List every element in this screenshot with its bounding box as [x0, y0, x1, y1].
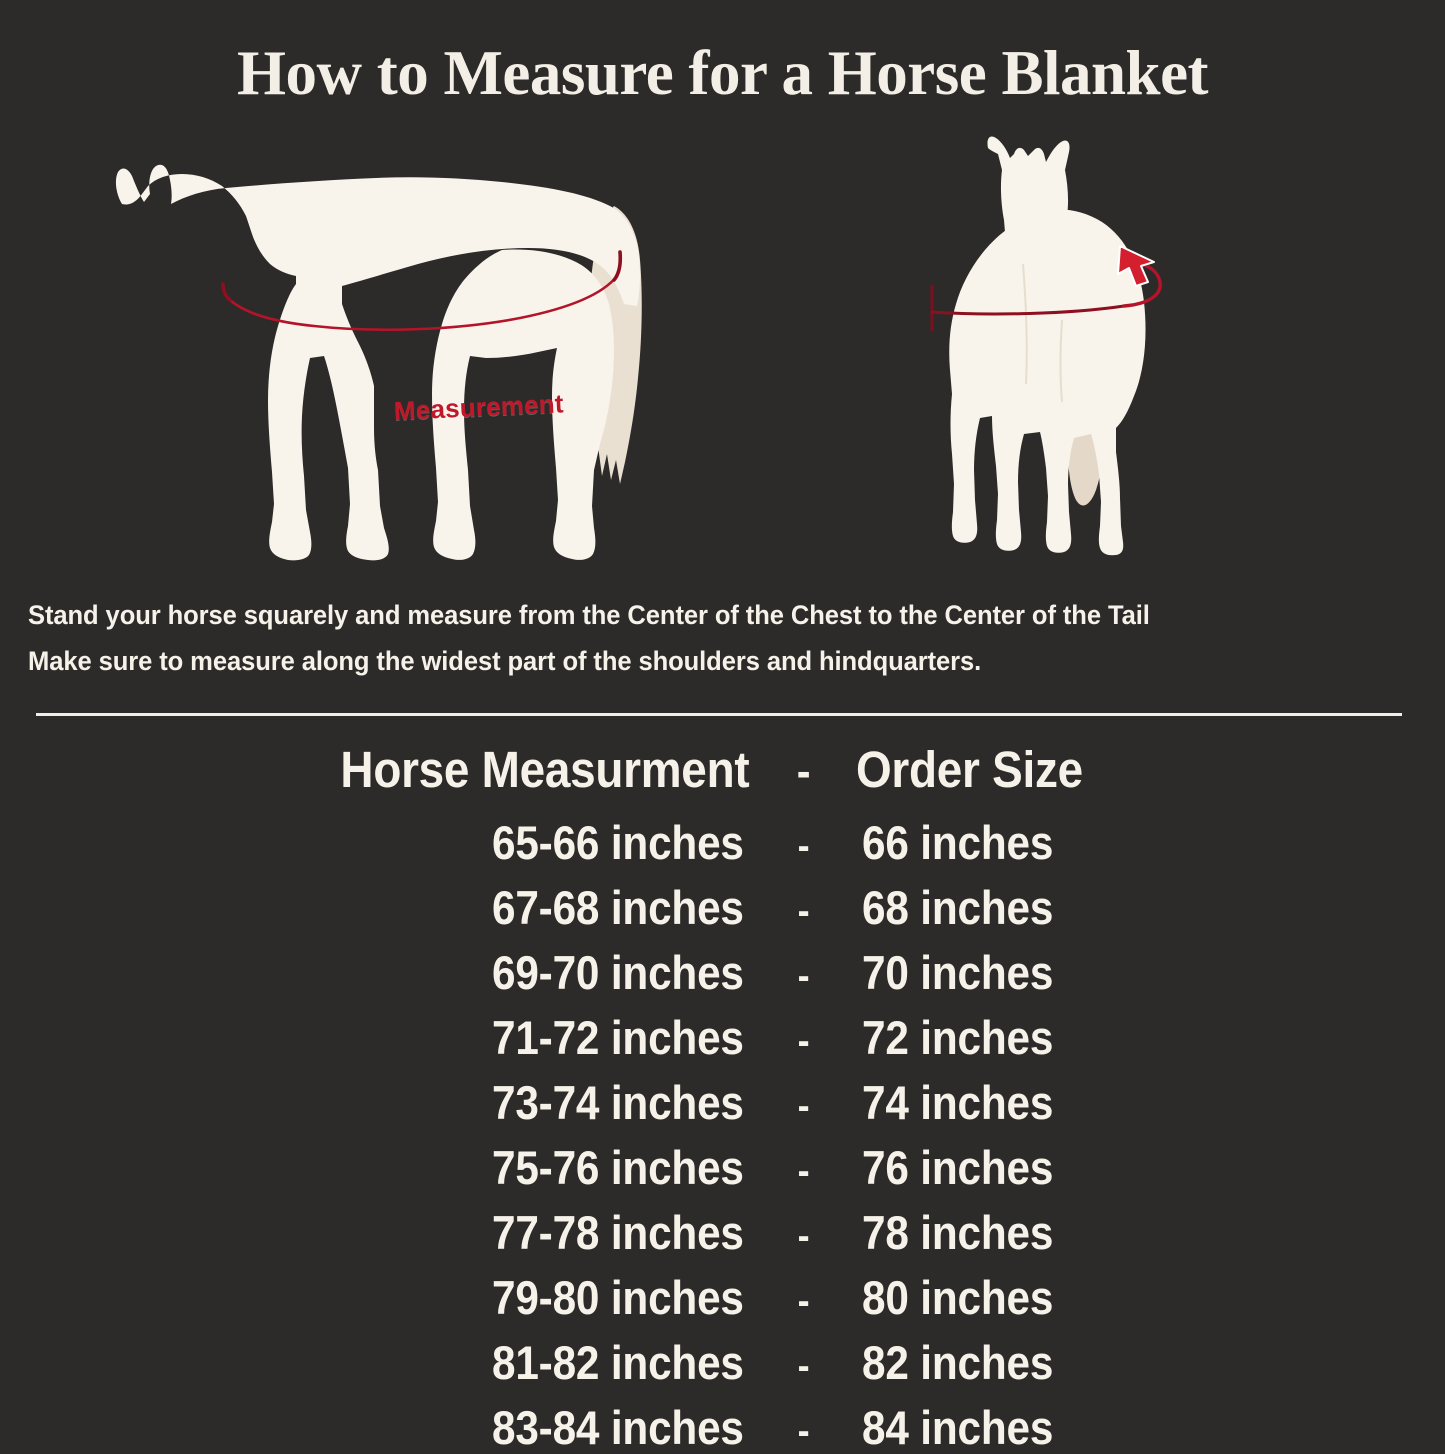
header-order-label: Order Size — [855, 741, 1083, 798]
row-dash: - — [797, 954, 810, 998]
row-dash: - — [797, 1214, 810, 1258]
table-header-row: Horse Measurment - Order Size — [0, 733, 1445, 808]
row-measurement: 75-76 inches — [491, 1141, 744, 1194]
rear-measurement-stroke — [930, 304, 1126, 316]
row-order-size: 68 inches — [861, 881, 1053, 934]
row-measurement: 71-72 inches — [491, 1011, 744, 1064]
measurement-curve-end-tick — [612, 250, 623, 282]
header-measurement-label: Horse Measurment — [340, 741, 750, 798]
horse-side-body — [115, 164, 641, 561]
table-row: 71-72 inches - 72 inches — [0, 1007, 1445, 1072]
instructions-line-1: Stand your horse squarely and measure fr… — [28, 600, 1150, 630]
row-dash: - — [797, 1084, 810, 1128]
row-dash: - — [797, 824, 810, 868]
rear-measurement-arrow-curve — [1122, 262, 1162, 308]
row-dash: - — [797, 1279, 810, 1323]
row-order-size: 84 inches — [861, 1401, 1053, 1454]
rear-measurement-arrowhead — [1117, 245, 1155, 287]
table-row: 83-84 inches - 84 inches — [0, 1397, 1445, 1454]
table-row: 75-76 inches - 76 inches — [0, 1137, 1445, 1202]
row-dash: - — [797, 1149, 810, 1193]
row-order-size: 80 inches — [861, 1271, 1053, 1324]
page-title: How to Measure for a Horse Blanket — [236, 38, 1209, 108]
horse-rear-view — [910, 134, 1210, 564]
row-dash: - — [797, 889, 810, 933]
row-measurement: 67-68 inches — [491, 881, 744, 934]
measurement-curve-start-tick — [221, 282, 232, 302]
row-order-size: 82 inches — [861, 1336, 1053, 1389]
horse-side-view: Measurement — [58, 128, 698, 573]
row-measurement: 73-74 inches — [491, 1076, 744, 1129]
instructions-line-2: Make sure to measure along the widest pa… — [28, 646, 982, 676]
table-row: 77-78 inches - 78 inches — [0, 1202, 1445, 1267]
row-order-size: 66 inches — [861, 816, 1053, 869]
size-chart-table: Horse Measurment - Order Size 65-66 inch… — [0, 733, 1445, 1454]
section-divider — [36, 713, 1402, 716]
row-order-size: 70 inches — [861, 946, 1053, 999]
row-order-size: 74 inches — [861, 1076, 1053, 1129]
illustration-band: Measurement — [0, 128, 1445, 578]
row-measurement: 69-70 inches — [491, 946, 744, 999]
row-measurement: 77-78 inches — [491, 1206, 744, 1259]
row-dash: - — [797, 1409, 810, 1453]
row-order-size: 78 inches — [861, 1206, 1053, 1259]
row-order-size: 72 inches — [861, 1011, 1053, 1064]
horse-rear-body — [949, 209, 1146, 556]
instructions-text: Stand your horse squarely and measure fr… — [28, 592, 1379, 684]
table-row: 65-66 inches - 66 inches — [0, 812, 1445, 877]
table-row: 79-80 inches - 80 inches — [0, 1267, 1445, 1332]
row-measurement: 83-84 inches — [491, 1401, 744, 1454]
horse-rear-contour — [1022, 263, 1063, 403]
row-measurement: 65-66 inches — [491, 816, 744, 869]
row-order-size: 76 inches — [861, 1141, 1053, 1194]
header-dash: - — [796, 745, 811, 797]
table-row: 73-74 inches - 74 inches — [0, 1072, 1445, 1137]
table-row: 69-70 inches - 70 inches — [0, 942, 1445, 1007]
row-dash: - — [797, 1019, 810, 1063]
table-row: 81-82 inches - 82 inches — [0, 1332, 1445, 1397]
table-row: 67-68 inches - 68 inches — [0, 877, 1445, 942]
row-measurement: 81-82 inches — [491, 1336, 744, 1389]
row-measurement: 79-80 inches — [491, 1271, 744, 1324]
measurement-curve — [228, 274, 619, 332]
row-dash: - — [797, 1344, 810, 1388]
